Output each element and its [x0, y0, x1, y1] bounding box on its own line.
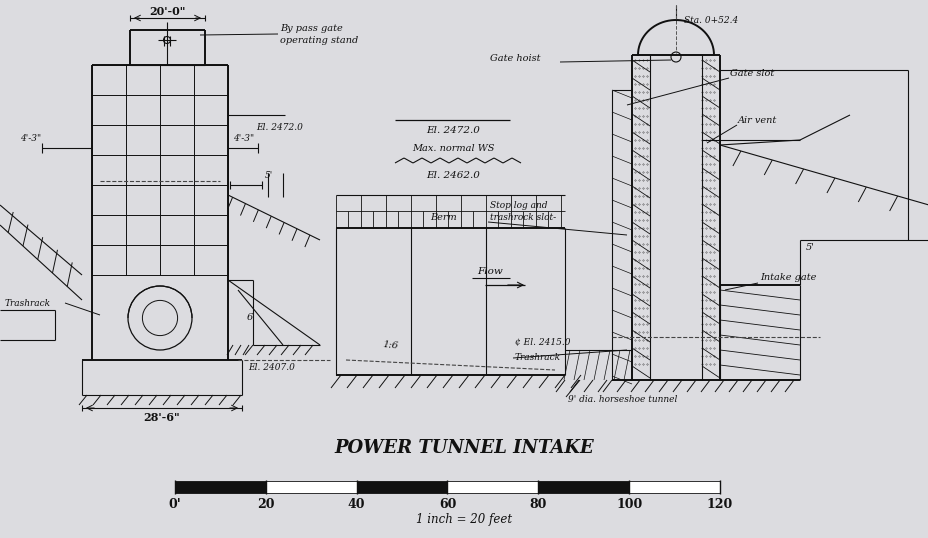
Text: Stop log and: Stop log and [489, 201, 547, 209]
Text: 60: 60 [438, 499, 456, 512]
Text: 80: 80 [529, 499, 547, 512]
Text: 5': 5' [264, 171, 273, 180]
Text: 1:6: 1:6 [381, 339, 398, 350]
Text: Max. normal WS: Max. normal WS [411, 144, 494, 152]
Text: El. 2472.0: El. 2472.0 [426, 125, 480, 134]
Text: 4'-3": 4'-3" [20, 133, 41, 143]
Text: 40: 40 [348, 499, 365, 512]
Text: 5': 5' [805, 244, 814, 252]
Bar [447, 481, 537, 493]
Text: 0': 0' [169, 499, 181, 512]
Bar [356, 481, 447, 493]
Text: Gate hoist: Gate hoist [489, 53, 540, 62]
Bar [174, 481, 265, 493]
Text: 28'-6": 28'-6" [144, 413, 180, 423]
Text: Flow: Flow [477, 267, 502, 277]
Text: 120: 120 [706, 499, 732, 512]
Text: Sta. 0+52.4: Sta. 0+52.4 [683, 16, 738, 25]
Text: 4'-3": 4'-3" [233, 133, 254, 143]
Text: Berm: Berm [430, 214, 457, 223]
Text: Intake gate: Intake gate [759, 273, 816, 282]
Text: By pass gate: By pass gate [279, 24, 342, 32]
Text: POWER TUNNEL INTAKE: POWER TUNNEL INTAKE [334, 439, 593, 457]
Bar [537, 481, 628, 493]
Text: El. 2407.0: El. 2407.0 [248, 364, 294, 372]
Text: 9' dia. horseshoe tunnel: 9' dia. horseshoe tunnel [567, 395, 677, 405]
Text: trashrock slot-: trashrock slot- [489, 213, 556, 222]
Text: El. 2462.0: El. 2462.0 [426, 172, 480, 181]
Text: 6: 6 [247, 314, 252, 322]
Text: El. 2472.0: El. 2472.0 [256, 123, 303, 131]
Bar [628, 481, 719, 493]
Text: Trashrack: Trashrack [5, 299, 51, 308]
Text: Gate slot: Gate slot [729, 68, 773, 77]
Text: 20'-0": 20'-0" [149, 5, 186, 17]
Text: operating stand: operating stand [279, 36, 358, 45]
Bar [265, 481, 356, 493]
Text: 20: 20 [257, 499, 275, 512]
Text: Air vent: Air vent [737, 116, 777, 124]
Text: 100: 100 [615, 499, 641, 512]
Text: Trashrack: Trashrack [514, 353, 561, 363]
Text: ¢ El. 2415.0: ¢ El. 2415.0 [514, 338, 570, 348]
Text: 1 inch = 20 feet: 1 inch = 20 feet [416, 513, 511, 527]
